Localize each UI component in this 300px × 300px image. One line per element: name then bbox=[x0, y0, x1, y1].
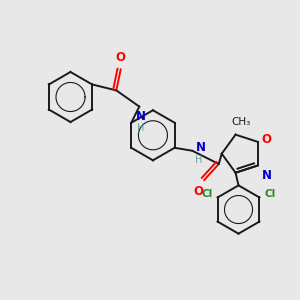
Text: CH₃: CH₃ bbox=[231, 117, 250, 127]
Text: N: N bbox=[262, 169, 272, 182]
Text: O: O bbox=[262, 133, 272, 146]
Text: H: H bbox=[137, 123, 144, 133]
Text: N: N bbox=[196, 141, 206, 154]
Text: O: O bbox=[116, 51, 126, 64]
Text: Cl: Cl bbox=[201, 189, 212, 199]
Text: N: N bbox=[136, 110, 146, 123]
Text: Cl: Cl bbox=[265, 189, 276, 199]
Text: H: H bbox=[195, 154, 203, 165]
Text: O: O bbox=[194, 185, 204, 199]
